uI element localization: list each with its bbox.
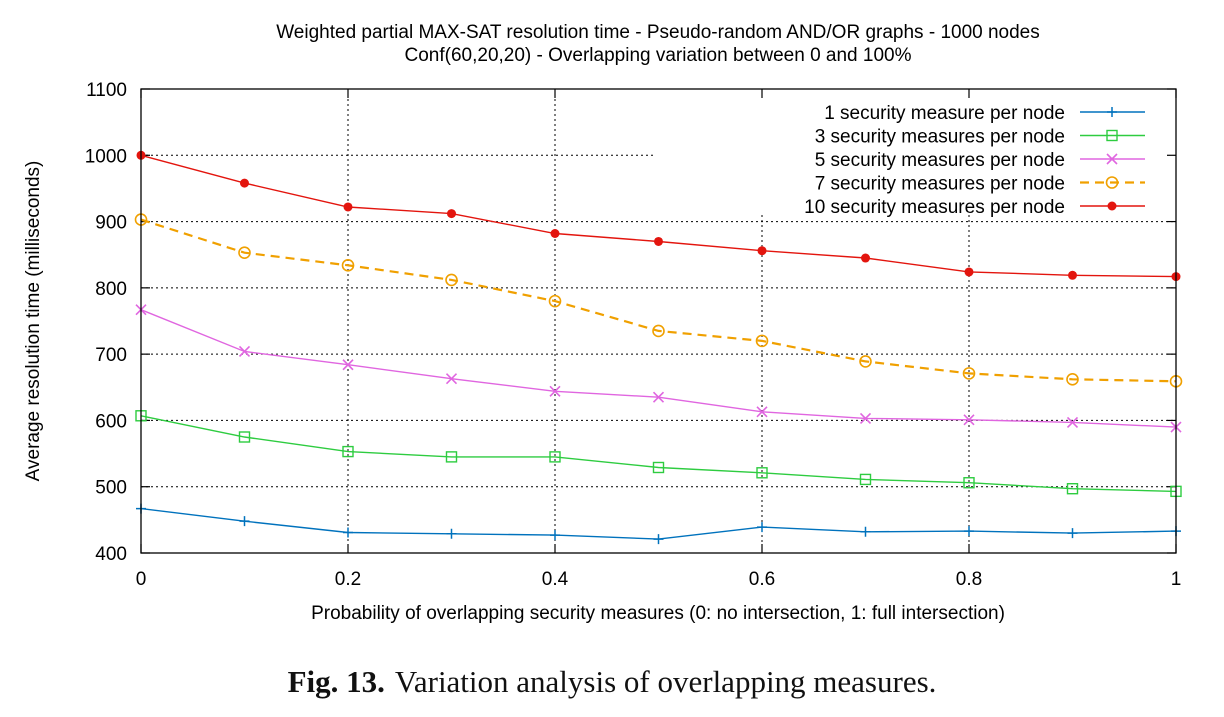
data-point bbox=[238, 345, 251, 358]
data-point bbox=[1107, 201, 1117, 211]
data-point bbox=[549, 451, 561, 463]
series-1 bbox=[136, 503, 1181, 545]
data-point bbox=[654, 236, 663, 246]
data-point bbox=[445, 273, 458, 287]
y-axis-label: Average resolution time (milliseconds) bbox=[23, 161, 44, 482]
data-point bbox=[860, 526, 871, 537]
data-point bbox=[238, 246, 251, 260]
series-line bbox=[140, 415, 1177, 493]
x-tick-label: 0.8 bbox=[956, 569, 982, 590]
figure-caption: Fig. 13. Variation analysis of overlappin… bbox=[0, 664, 1224, 700]
chart-subtitle: Conf(60,20,20) - Overlapping variation b… bbox=[405, 45, 912, 66]
data-point bbox=[757, 246, 767, 256]
legend-label: 1 security measure per node bbox=[824, 103, 1065, 124]
data-point bbox=[240, 178, 249, 188]
data-point bbox=[757, 522, 767, 533]
axis-ticks: 400 500 600 700 800 900 1000 1100 0 0.2 0.4 0.6 0.8 1 bbox=[85, 80, 1182, 590]
data-point bbox=[1066, 373, 1079, 386]
data-point bbox=[652, 324, 665, 338]
chart: Weighted partial MAX-SAT resolution time… bbox=[23, 22, 1183, 624]
series bbox=[134, 150, 1183, 545]
x-axis-label: Probability of overlapping security meas… bbox=[311, 603, 1005, 624]
y-tick-label: 1000 bbox=[85, 146, 127, 167]
data-point bbox=[342, 359, 354, 371]
legend-item: 3 security measures per node bbox=[815, 127, 1145, 148]
data-point bbox=[445, 373, 458, 385]
data-point bbox=[342, 445, 354, 458]
data-point bbox=[652, 391, 665, 403]
data-point bbox=[1105, 176, 1119, 189]
data-point bbox=[756, 467, 768, 479]
data-point bbox=[963, 477, 975, 489]
series-4 bbox=[134, 213, 1183, 388]
data-point bbox=[1066, 483, 1079, 495]
x-tick-label: 0.4 bbox=[542, 569, 569, 590]
data-point bbox=[238, 431, 251, 443]
data-point bbox=[550, 530, 560, 541]
legend-item: 10 security measures per node bbox=[804, 197, 1145, 218]
data-point bbox=[446, 528, 457, 539]
data-point bbox=[755, 334, 769, 348]
data-point bbox=[859, 355, 872, 368]
legend-item: 5 security measures per node bbox=[815, 150, 1145, 171]
y-tick-label: 700 bbox=[95, 345, 127, 366]
data-point bbox=[343, 202, 353, 212]
x-tick-label: 0.6 bbox=[749, 569, 775, 590]
data-point bbox=[859, 473, 872, 486]
caption-text: Variation analysis of overlapping measur… bbox=[394, 664, 937, 699]
legend-label: 10 security measures per node bbox=[804, 197, 1065, 218]
chart-title: Weighted partial MAX-SAT resolution time… bbox=[276, 22, 1040, 43]
y-tick-label: 600 bbox=[95, 411, 127, 432]
y-tick-label: 1100 bbox=[86, 80, 127, 101]
legend-item: 1 security measure per node bbox=[824, 103, 1145, 124]
data-point bbox=[341, 259, 355, 272]
series-line bbox=[140, 309, 1177, 428]
data-point bbox=[1106, 129, 1118, 142]
y-tick-label: 400 bbox=[95, 544, 127, 565]
data-point bbox=[1107, 107, 1117, 117]
data-point bbox=[1068, 270, 1077, 280]
legend-label: 7 security measures per node bbox=[815, 174, 1065, 195]
data-point bbox=[445, 451, 458, 463]
x-tick-label: 0.2 bbox=[335, 569, 361, 590]
data-point bbox=[964, 267, 974, 277]
data-point bbox=[652, 461, 665, 474]
data-point bbox=[861, 253, 870, 263]
series-2 bbox=[135, 410, 1182, 498]
legend-label: 5 security measures per node bbox=[815, 150, 1065, 171]
data-point bbox=[962, 367, 976, 380]
series-3 bbox=[135, 304, 1182, 433]
grid bbox=[141, 89, 1176, 553]
data-point bbox=[548, 294, 562, 308]
legend: 1 security measure per node 3 security me… bbox=[804, 103, 1145, 218]
caption-label: Fig. 13. bbox=[287, 664, 385, 699]
data-point bbox=[343, 527, 353, 538]
data-point bbox=[963, 414, 975, 426]
legend-item: 7 security measures per node bbox=[815, 174, 1145, 195]
data-point bbox=[756, 406, 768, 418]
x-tick-label: 0 bbox=[136, 569, 147, 590]
data-point bbox=[964, 526, 974, 537]
data-point bbox=[1066, 416, 1079, 428]
y-tick-label: 900 bbox=[95, 213, 127, 234]
series-line bbox=[140, 218, 1177, 383]
y-tick-label: 500 bbox=[95, 478, 127, 499]
data-point bbox=[239, 516, 250, 527]
data-point bbox=[859, 412, 872, 425]
data-point bbox=[1067, 528, 1078, 539]
series-5 bbox=[136, 150, 1181, 282]
data-point bbox=[550, 229, 560, 239]
data-point bbox=[447, 209, 456, 219]
x-tick-label: 1 bbox=[1171, 569, 1182, 590]
y-tick-label: 800 bbox=[95, 279, 127, 300]
plot-frame bbox=[140, 88, 1177, 554]
data-point bbox=[1106, 153, 1118, 165]
data-point bbox=[653, 534, 664, 545]
data-point bbox=[549, 385, 561, 397]
legend-label: 3 security measures per node bbox=[815, 127, 1065, 148]
